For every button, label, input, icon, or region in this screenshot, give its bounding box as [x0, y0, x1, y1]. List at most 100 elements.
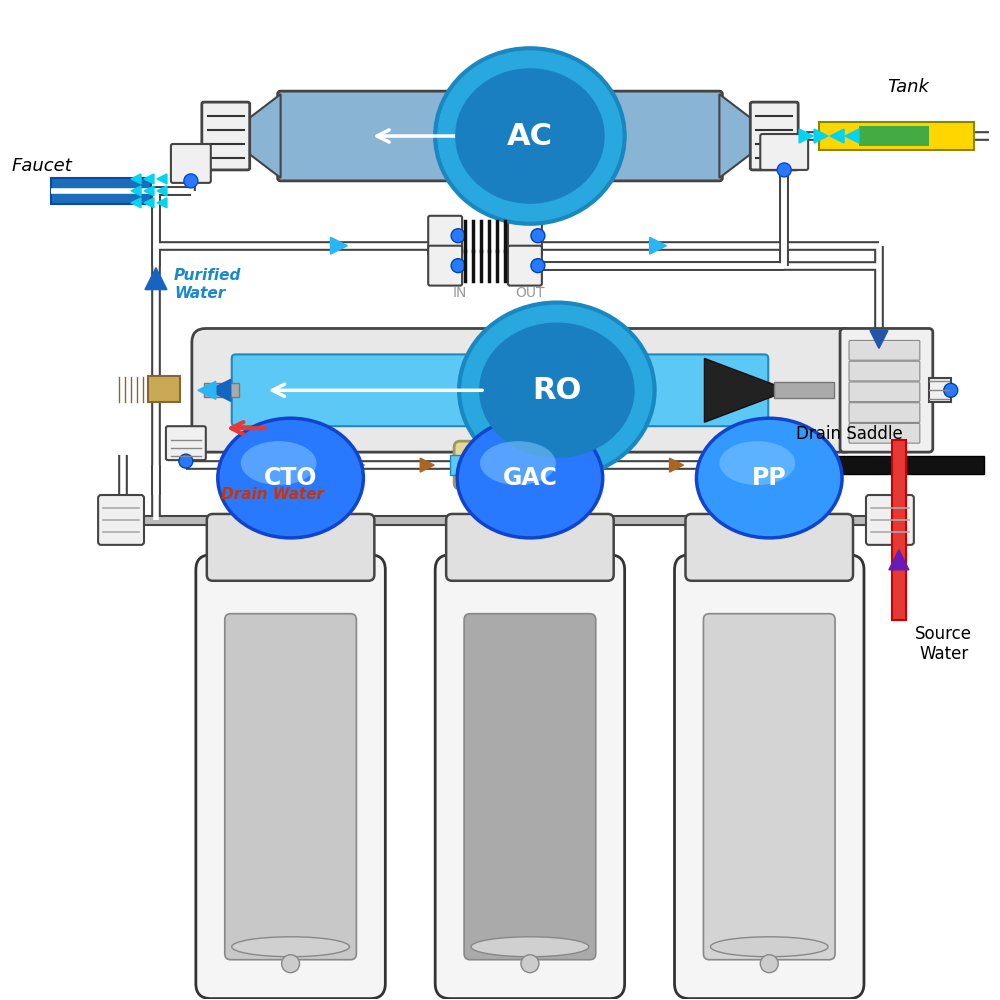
- Ellipse shape: [480, 441, 556, 485]
- Ellipse shape: [710, 937, 828, 957]
- Bar: [819, 122, 974, 150]
- Text: Tank: Tank: [887, 78, 929, 96]
- FancyBboxPatch shape: [849, 361, 920, 381]
- FancyBboxPatch shape: [446, 514, 614, 581]
- Ellipse shape: [435, 48, 625, 224]
- FancyBboxPatch shape: [98, 495, 144, 545]
- Polygon shape: [226, 94, 281, 178]
- Circle shape: [521, 955, 539, 973]
- FancyBboxPatch shape: [202, 102, 250, 170]
- Bar: [148, 376, 180, 402]
- Bar: [929, 378, 951, 402]
- FancyBboxPatch shape: [428, 216, 462, 256]
- Ellipse shape: [455, 68, 605, 204]
- Text: AC: AC: [507, 122, 553, 151]
- Circle shape: [179, 454, 193, 468]
- FancyBboxPatch shape: [685, 514, 853, 581]
- Polygon shape: [845, 129, 859, 143]
- FancyBboxPatch shape: [508, 246, 542, 286]
- Polygon shape: [131, 174, 141, 184]
- Bar: [892, 440, 906, 620]
- Polygon shape: [144, 174, 154, 184]
- Polygon shape: [350, 458, 364, 472]
- Ellipse shape: [459, 303, 655, 478]
- FancyBboxPatch shape: [171, 144, 211, 183]
- Ellipse shape: [457, 418, 603, 538]
- Bar: [279, 484, 303, 526]
- FancyBboxPatch shape: [849, 340, 920, 360]
- Polygon shape: [744, 458, 758, 472]
- Text: Drain Saddle: Drain Saddle: [796, 425, 902, 443]
- FancyBboxPatch shape: [840, 328, 933, 452]
- Polygon shape: [157, 186, 167, 196]
- Polygon shape: [870, 330, 888, 348]
- Bar: [859, 126, 929, 146]
- FancyBboxPatch shape: [454, 441, 586, 489]
- Polygon shape: [420, 458, 434, 472]
- Polygon shape: [157, 174, 167, 184]
- FancyBboxPatch shape: [760, 134, 808, 170]
- Polygon shape: [704, 358, 789, 422]
- FancyBboxPatch shape: [750, 102, 798, 170]
- Polygon shape: [799, 129, 813, 143]
- Circle shape: [777, 163, 791, 177]
- Text: Drain Water: Drain Water: [221, 487, 324, 502]
- Circle shape: [531, 229, 545, 243]
- Bar: [204, 383, 239, 397]
- FancyBboxPatch shape: [225, 614, 356, 960]
- FancyBboxPatch shape: [866, 495, 914, 545]
- Ellipse shape: [232, 937, 349, 957]
- Polygon shape: [670, 458, 683, 472]
- FancyBboxPatch shape: [196, 555, 385, 999]
- Ellipse shape: [479, 322, 635, 458]
- Bar: [757, 484, 781, 526]
- Ellipse shape: [719, 441, 795, 485]
- FancyBboxPatch shape: [464, 614, 596, 960]
- Polygon shape: [209, 379, 231, 401]
- Bar: [450, 455, 462, 475]
- FancyBboxPatch shape: [207, 514, 374, 581]
- Text: Purified
Water: Purified Water: [174, 268, 241, 301]
- Polygon shape: [889, 550, 909, 570]
- FancyBboxPatch shape: [232, 354, 768, 426]
- Text: Source
Water: Source Water: [915, 625, 972, 663]
- Polygon shape: [144, 186, 154, 196]
- Polygon shape: [157, 198, 167, 208]
- Ellipse shape: [241, 441, 317, 485]
- Circle shape: [184, 174, 198, 188]
- Polygon shape: [144, 198, 154, 208]
- Circle shape: [282, 955, 300, 973]
- FancyBboxPatch shape: [428, 246, 462, 286]
- Text: RO: RO: [532, 376, 582, 405]
- FancyBboxPatch shape: [849, 423, 920, 443]
- FancyBboxPatch shape: [166, 426, 206, 460]
- Polygon shape: [330, 237, 347, 254]
- Circle shape: [944, 383, 958, 397]
- Polygon shape: [830, 129, 844, 143]
- FancyBboxPatch shape: [849, 403, 920, 422]
- Text: CTO: CTO: [264, 466, 317, 490]
- Bar: [518, 484, 542, 526]
- FancyBboxPatch shape: [278, 91, 722, 181]
- Polygon shape: [145, 268, 167, 290]
- Bar: [51, 178, 151, 204]
- Bar: [749, 456, 984, 474]
- Text: IN: IN: [453, 286, 467, 300]
- Ellipse shape: [696, 418, 842, 538]
- FancyBboxPatch shape: [192, 328, 858, 452]
- Bar: [774, 382, 834, 398]
- Bar: [578, 455, 590, 475]
- Polygon shape: [198, 381, 216, 399]
- Circle shape: [531, 259, 545, 273]
- Text: Faucet: Faucet: [11, 157, 72, 175]
- Circle shape: [760, 955, 778, 973]
- Polygon shape: [131, 198, 141, 208]
- Ellipse shape: [218, 418, 363, 538]
- FancyBboxPatch shape: [675, 555, 864, 999]
- FancyBboxPatch shape: [435, 555, 625, 999]
- Polygon shape: [719, 94, 774, 178]
- Circle shape: [451, 229, 465, 243]
- Polygon shape: [131, 186, 141, 196]
- Polygon shape: [650, 237, 667, 254]
- FancyBboxPatch shape: [508, 216, 542, 256]
